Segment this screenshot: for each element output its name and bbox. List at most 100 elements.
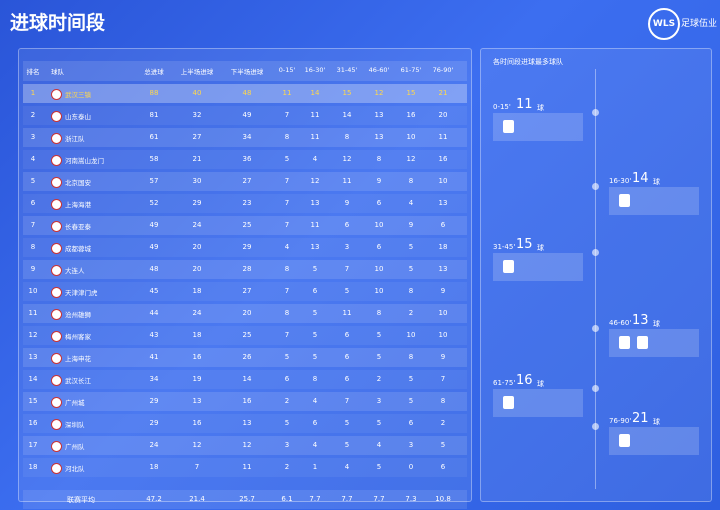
cell: 1 (30, 89, 36, 97)
cell: 6 (312, 287, 318, 295)
cell: 8 (408, 287, 414, 295)
cell: 5 (312, 353, 318, 361)
cell: 23 (242, 199, 252, 207)
logo-mark: WLS (648, 8, 680, 40)
cell: 19 (192, 375, 202, 383)
cell: 11 (310, 133, 320, 141)
table-row (23, 172, 467, 191)
cell: 13 (192, 397, 202, 405)
average-cell: 联赛平均 (67, 496, 95, 504)
team-name: 武汉三镇 (65, 91, 91, 99)
cell: 26 (242, 353, 252, 361)
cell: 17 (28, 441, 38, 449)
cell: 27 (192, 133, 202, 141)
cell: 13 (28, 353, 38, 361)
team-badge (51, 331, 62, 342)
team-badge (51, 199, 62, 210)
cell: 9 (440, 353, 446, 361)
cell: 16 (242, 397, 252, 405)
unit: 球 (537, 244, 544, 252)
table-row (23, 414, 467, 433)
team-name: 沧州雄狮 (65, 311, 91, 319)
cell: 12 (192, 441, 202, 449)
club-badge (503, 260, 514, 273)
goals: 21 (632, 411, 649, 426)
team-name: 浙江队 (65, 135, 85, 143)
cell: 7 (440, 375, 446, 383)
cell: 48 (242, 89, 252, 97)
cell: 4 (284, 243, 290, 251)
cell: 7 (284, 199, 290, 207)
team-badge (51, 441, 62, 452)
cell: 7 (344, 397, 350, 405)
cell: 13 (242, 419, 252, 427)
table-row (23, 194, 467, 213)
team-badge (51, 133, 62, 144)
cell: 12 (28, 331, 38, 339)
cell: 3 (408, 441, 414, 449)
highlight-title: 各时间段进球最多球队 (493, 58, 563, 66)
cell: 16 (438, 155, 448, 163)
cell: 5 (312, 309, 318, 317)
unit: 球 (653, 320, 660, 328)
cell: 8 (312, 375, 318, 383)
average-cell: 10.8 (435, 495, 451, 503)
table-row (23, 282, 467, 301)
table-row (23, 106, 467, 125)
cell: 34 (149, 375, 159, 383)
cell: 7 (284, 221, 290, 229)
cell: 20 (192, 265, 202, 273)
club-badge (619, 336, 630, 349)
cell: 49 (149, 221, 159, 229)
cell: 6 (312, 419, 318, 427)
cell: 20 (438, 111, 448, 119)
cell: 3 (284, 441, 290, 449)
team-badge (51, 463, 62, 474)
cell: 5 (312, 331, 318, 339)
cell: 8 (284, 133, 290, 141)
period: 46-60' (609, 319, 632, 327)
club-badge (619, 194, 630, 207)
team-badge (51, 287, 62, 298)
cell: 10 (438, 309, 448, 317)
cell: 8 (30, 243, 36, 251)
cell: 2 (30, 111, 36, 119)
cell: 5 (30, 177, 36, 185)
cell: 10 (374, 265, 384, 273)
cell: 49 (149, 243, 159, 251)
cell: 28 (242, 265, 252, 273)
period: 31-45' (493, 243, 516, 251)
cell: 52 (149, 199, 159, 207)
cell: 21 (192, 155, 202, 163)
cell: 2 (440, 419, 446, 427)
team-badge (51, 353, 62, 364)
cell: 1 (312, 463, 318, 471)
cell: 4 (312, 155, 318, 163)
cell: 16 (192, 353, 202, 361)
table-row (23, 304, 467, 323)
cell: 2 (284, 397, 290, 405)
cell: 11 (242, 463, 252, 471)
cell: 29 (149, 419, 159, 427)
team-name: 河北队 (65, 465, 85, 473)
period: 61-75' (493, 379, 516, 387)
cell: 12 (342, 155, 352, 163)
table-row (23, 436, 467, 455)
cell: 18 (438, 243, 448, 251)
table-row (23, 458, 467, 477)
team-name: 天津津门虎 (65, 289, 98, 297)
team-name: 成都蓉城 (65, 245, 91, 253)
cell: 3 (30, 133, 36, 141)
cell: 13 (374, 111, 384, 119)
cell: 2 (284, 463, 290, 471)
cell: 5 (408, 375, 414, 383)
cell: 25 (242, 221, 252, 229)
cell: 5 (284, 419, 290, 427)
cell: 8 (376, 309, 382, 317)
period: 16-30' (609, 177, 632, 185)
cell: 5 (440, 441, 446, 449)
cell: 16 (192, 419, 202, 427)
cell: 9 (30, 265, 36, 273)
cell: 6 (344, 353, 350, 361)
cell: 41 (149, 353, 159, 361)
